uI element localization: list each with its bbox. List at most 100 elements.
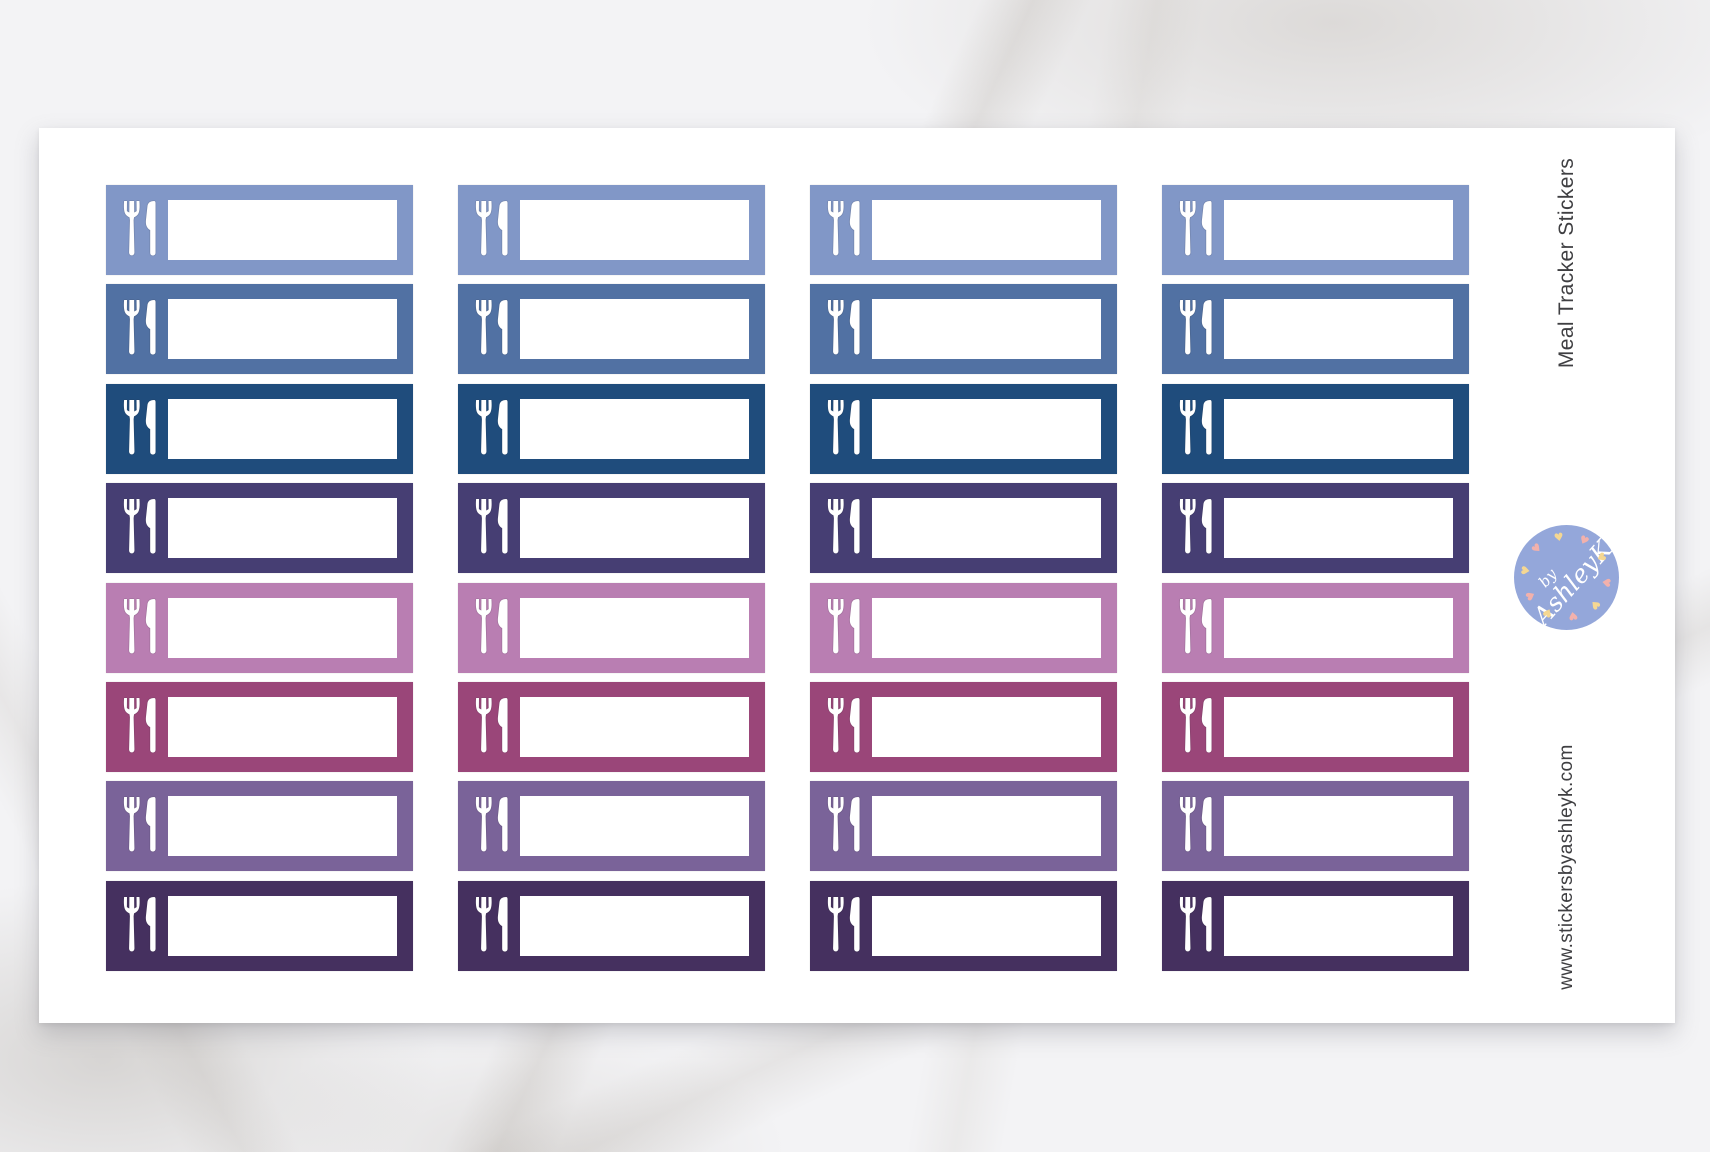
meal-tracker-sticker	[810, 483, 1117, 574]
meal-tracker-sticker	[810, 185, 1117, 275]
meal-tracker-sticker	[1162, 284, 1469, 375]
fork-knife-icon	[1179, 896, 1212, 952]
sticker-blank-label	[1224, 696, 1453, 757]
meal-tracker-sticker	[810, 880, 1117, 971]
fork-knife-icon	[123, 797, 156, 852]
fork-knife-icon	[123, 499, 156, 554]
meal-tracker-sticker	[106, 483, 413, 574]
fork-knife-icon	[123, 598, 156, 654]
fork-knife-icon	[827, 300, 860, 355]
sticker-blank-label	[1224, 597, 1453, 658]
fork-knife-icon	[475, 399, 508, 455]
fork-knife-icon	[475, 300, 508, 355]
sticker-grid	[106, 185, 1469, 971]
fork-knife-icon	[475, 499, 508, 554]
sticker-blank-label	[520, 498, 749, 559]
sticker-blank-label	[872, 796, 1101, 857]
meal-tracker-sticker	[106, 781, 413, 872]
sticker-blank-label	[872, 299, 1101, 360]
sticker-blank-label	[520, 895, 749, 956]
fork-knife-icon	[1179, 499, 1212, 554]
meal-tracker-sticker	[810, 582, 1117, 673]
sticker-sheet: Meal Tracker Stickers by AshleyK ♥ ♥ ♥ ♥ ♥ ♥ ♥…	[39, 128, 1675, 1023]
fork-knife-icon	[827, 697, 860, 753]
sticker-blank-label	[872, 498, 1101, 559]
fork-knife-icon	[475, 797, 508, 852]
fork-knife-icon	[123, 896, 156, 952]
sticker-blank-label	[168, 895, 397, 956]
meal-tracker-sticker	[458, 483, 765, 574]
sticker-blank-label	[1224, 895, 1453, 956]
meal-tracker-sticker	[810, 284, 1117, 375]
fork-knife-icon	[123, 399, 156, 455]
sticker-blank-label	[168, 597, 397, 658]
brand-logo: by AshleyK ♥ ♥ ♥ ♥ ♥ ♥ ♥ ♥ ♥ ♥	[1514, 525, 1619, 631]
meal-tracker-sticker	[810, 681, 1117, 772]
meal-tracker-sticker	[106, 185, 413, 275]
sticker-blank-label	[872, 696, 1101, 757]
meal-tracker-sticker	[458, 383, 765, 474]
heart-icon: ♥	[1519, 565, 1534, 577]
meal-tracker-sticker	[106, 284, 413, 375]
fork-knife-icon	[827, 399, 860, 455]
sticker-blank-label	[168, 498, 397, 559]
fork-knife-icon	[123, 201, 156, 256]
meal-tracker-sticker	[106, 880, 413, 971]
fork-knife-icon	[1179, 797, 1212, 852]
meal-tracker-sticker	[458, 880, 765, 971]
sticker-blank-label	[1224, 796, 1453, 857]
meal-tracker-sticker	[106, 582, 413, 673]
fork-knife-icon	[475, 201, 508, 256]
meal-tracker-sticker	[1162, 383, 1469, 474]
sticker-blank-label	[872, 398, 1101, 459]
meal-tracker-sticker	[458, 681, 765, 772]
meal-tracker-sticker	[810, 781, 1117, 872]
fork-knife-icon	[827, 797, 860, 852]
sticker-blank-label	[168, 796, 397, 857]
website-url: www.stickersbyashleyk.com	[1556, 744, 1577, 990]
sticker-blank-label	[168, 398, 397, 459]
sticker-blank-label	[520, 597, 749, 658]
sticker-blank-label	[168, 299, 397, 360]
fork-knife-icon	[827, 598, 860, 654]
fork-knife-icon	[123, 697, 156, 753]
meal-tracker-sticker	[1162, 681, 1469, 772]
meal-tracker-sticker	[1162, 781, 1469, 872]
meal-tracker-sticker	[1162, 582, 1469, 673]
meal-tracker-sticker	[106, 383, 413, 474]
fork-knife-icon	[827, 201, 860, 256]
meal-tracker-sticker	[458, 284, 765, 375]
heart-icon: ♥	[1598, 576, 1613, 588]
sticker-blank-label	[872, 597, 1101, 658]
meal-tracker-sticker	[458, 185, 765, 275]
fork-knife-icon	[475, 697, 508, 753]
sticker-blank-label	[520, 200, 749, 260]
sticker-blank-label	[872, 895, 1101, 956]
sticker-blank-label	[520, 796, 749, 857]
meal-tracker-sticker	[458, 781, 765, 872]
sticker-blank-label	[1224, 398, 1453, 459]
fork-knife-icon	[1179, 399, 1212, 455]
sticker-blank-label	[1224, 200, 1453, 260]
fork-knife-icon	[1179, 300, 1212, 355]
fork-knife-icon	[475, 896, 508, 952]
meal-tracker-sticker	[810, 383, 1117, 474]
fork-knife-icon	[1179, 598, 1212, 654]
meal-tracker-sticker	[1162, 185, 1469, 275]
heart-icon: ♥	[1552, 529, 1565, 545]
sticker-blank-label	[520, 398, 749, 459]
sticker-blank-label	[168, 200, 397, 260]
fork-knife-icon	[475, 598, 508, 654]
meal-tracker-sticker	[458, 582, 765, 673]
heart-icon: ♥	[1566, 608, 1579, 624]
product-title: Meal Tracker Stickers	[1555, 157, 1578, 369]
sticker-blank-label	[872, 200, 1101, 260]
fork-knife-icon	[827, 499, 860, 554]
sticker-blank-label	[168, 696, 397, 757]
fork-knife-icon	[123, 300, 156, 355]
fork-knife-icon	[1179, 697, 1212, 753]
sticker-blank-label	[520, 299, 749, 360]
fork-knife-icon	[827, 896, 860, 952]
meal-tracker-sticker	[1162, 880, 1469, 971]
